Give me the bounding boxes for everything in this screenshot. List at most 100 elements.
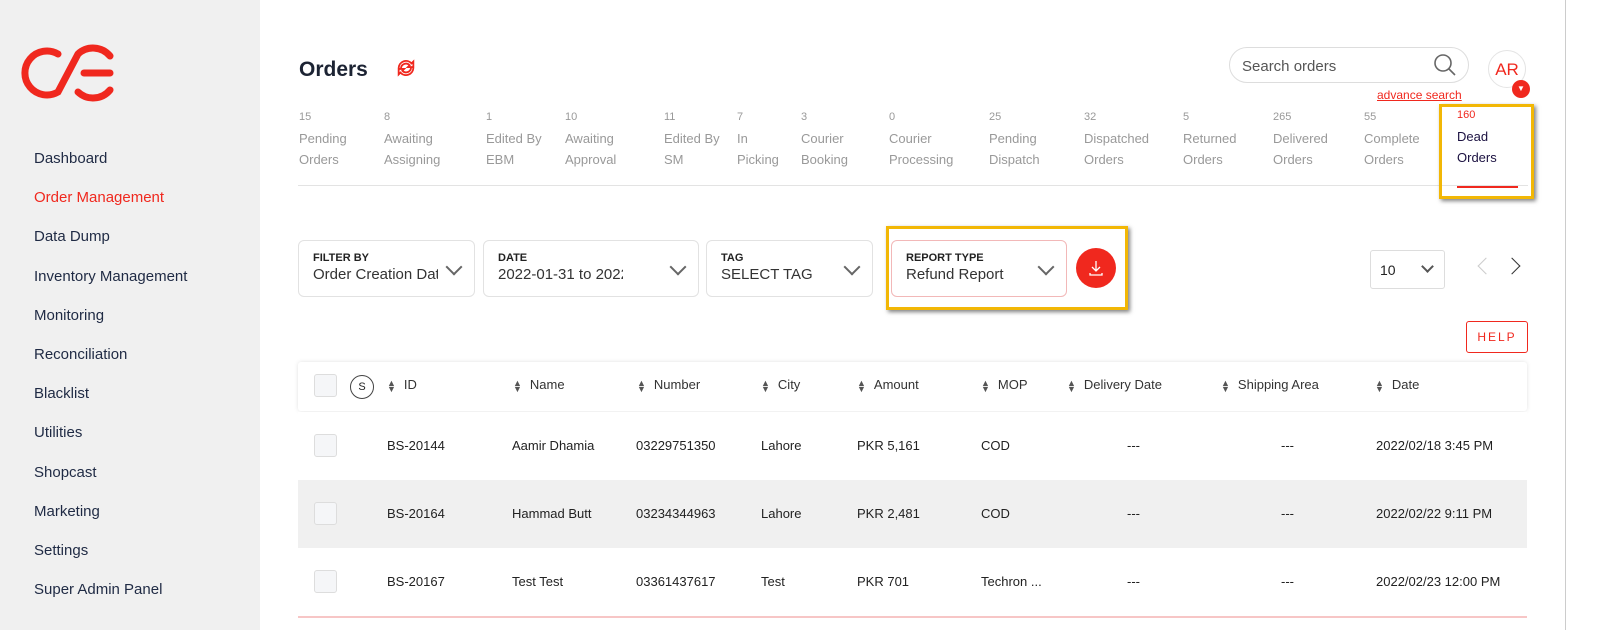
sidebar-item[interactable]: Super Admin Panel xyxy=(34,581,163,599)
table-cell: 2022/02/18 3:45 PM xyxy=(1376,438,1494,453)
search-icon[interactable] xyxy=(1432,52,1458,78)
search-input[interactable]: Search orders xyxy=(1229,47,1469,83)
download-button[interactable] xyxy=(1076,248,1116,288)
status-tab[interactable]: 0 Courier Processing xyxy=(889,110,953,170)
page-size-select[interactable]: 10 xyxy=(1370,250,1445,289)
column-header[interactable]: ▲ ▼ Amount xyxy=(857,377,919,393)
table-cell: --- xyxy=(1281,438,1294,453)
sidebar-item[interactable]: Utilities xyxy=(34,424,83,442)
sidebar-item[interactable]: Data Dump xyxy=(34,228,110,246)
status-tab[interactable]: 160 Dead Orders xyxy=(1457,108,1497,168)
sidebar-item[interactable]: Reconciliation xyxy=(34,346,128,363)
sort-icon: ▲ ▼ xyxy=(1221,377,1230,394)
filter-value: Refund Report xyxy=(906,266,1004,283)
column-header[interactable]: ▲ ▼ ID xyxy=(387,377,417,393)
filter-dropdown[interactable]: TAG SELECT TAG xyxy=(706,240,873,297)
table-cell: 03361437617 xyxy=(636,574,716,589)
status-tab[interactable]: 1 Edited By EBM xyxy=(486,110,542,170)
refresh-icon[interactable] xyxy=(395,57,417,79)
status-tab[interactable]: 5 Returned Orders xyxy=(1183,110,1236,170)
status-label: Orders xyxy=(299,152,339,167)
help-button[interactable]: HELP xyxy=(1466,321,1528,353)
status-count: 11 xyxy=(664,111,676,123)
status-label: Awaiting xyxy=(565,131,614,146)
table-row[interactable]: BS-20167 Test Test 03361437617 Test PKR 701 T… xyxy=(298,548,1527,614)
page-title: Orders xyxy=(299,58,368,81)
column-header[interactable]: ▲ ▼ MOP xyxy=(981,377,1028,394)
status-count: 55 xyxy=(1364,111,1377,123)
status-label: Processing xyxy=(889,152,954,167)
status-tab[interactable]: 15 Pending Orders xyxy=(299,110,347,170)
filter-dropdown[interactable]: REPORT TYPE Refund Report xyxy=(891,240,1067,297)
sidebar-item[interactable]: Inventory Management xyxy=(34,267,188,285)
status-tab[interactable]: 25 Pending Dispatch xyxy=(989,110,1040,170)
status-label: Complete xyxy=(1364,131,1420,146)
filter-label: DATE xyxy=(498,252,528,264)
table-row[interactable]: BS-20144 Aamir Dhamia 03229751350 Lahore PKR… xyxy=(298,412,1527,478)
advance-search-link[interactable]: advance search xyxy=(1377,88,1462,102)
column-header[interactable]: ▲ ▼ Delivery Date xyxy=(1067,377,1162,394)
brand-logo[interactable] xyxy=(18,44,116,102)
status-tab[interactable]: 3 Courier Booking xyxy=(801,110,848,170)
table-cell: --- xyxy=(1281,574,1294,589)
sidebar-item[interactable]: Settings xyxy=(34,542,89,559)
column-header[interactable]: ▲ ▼ Date xyxy=(1375,377,1419,393)
sidebar-item[interactable]: Order Management xyxy=(34,189,165,207)
row-checkbox[interactable] xyxy=(314,502,337,525)
table-cell: BS-20167 xyxy=(387,574,445,589)
scrollbar[interactable] xyxy=(1565,0,1566,630)
status-label: Booking xyxy=(801,152,848,167)
status-tab[interactable]: 7 In Picking xyxy=(737,110,779,170)
sort-icon: ▲ ▼ xyxy=(1067,377,1076,394)
table-cell: --- xyxy=(1281,506,1294,521)
filter-label: REPORT TYPE xyxy=(906,252,984,264)
column-label: Name xyxy=(529,377,565,392)
status-label: Awaiting xyxy=(384,131,433,146)
filter-label: FILTER BY xyxy=(313,252,370,264)
status-count: 160 xyxy=(1457,109,1476,121)
row-checkbox[interactable] xyxy=(314,570,337,593)
column-header[interactable]: ▲ ▼ Shipping Area xyxy=(1221,377,1319,394)
select-all-checkbox[interactable] xyxy=(314,374,337,397)
table-cell: COD xyxy=(981,438,1010,453)
filter-dropdown[interactable]: DATE 2022-01-31 to 2022-03-01 xyxy=(483,240,699,297)
column-header[interactable]: ▲ ▼ Number xyxy=(637,377,700,393)
sidebar-item[interactable]: Shopcast xyxy=(34,463,97,481)
table-cell: Aamir Dhamia xyxy=(512,438,595,453)
status-label: Approval xyxy=(565,152,617,167)
table-row[interactable]: BS-20164 Hammad Butt 03234344963 Lahore PKR … xyxy=(298,480,1527,548)
status-label: Orders xyxy=(1457,150,1497,165)
table-cell: Test xyxy=(761,574,785,589)
prev-page-icon[interactable] xyxy=(1477,257,1495,275)
status-tab[interactable]: 11 Edited By SM xyxy=(664,110,720,170)
column-label: Amount xyxy=(873,377,919,392)
status-tab[interactable]: 10 Awaiting Approval xyxy=(565,110,616,170)
sidebar-item[interactable]: Marketing xyxy=(34,502,100,520)
status-tab[interactable]: 32 Dispatched Orders xyxy=(1084,110,1149,170)
table-cell: 03229751350 xyxy=(636,438,716,453)
sidebar-item[interactable]: Monitoring xyxy=(34,306,105,324)
status-tab[interactable]: 265 Delivered Orders xyxy=(1273,110,1328,170)
s-toggle[interactable]: S xyxy=(350,375,374,399)
column-header[interactable]: ▲ ▼ Name xyxy=(513,377,565,394)
filter-value: SELECT TAG xyxy=(721,266,813,283)
column-header[interactable]: ▲ ▼ City xyxy=(761,377,800,393)
status-count: 7 xyxy=(737,111,744,123)
status-tab[interactable]: 55 Complete Orders xyxy=(1364,110,1420,170)
status-tab[interactable]: 8 Awaiting Assigning xyxy=(384,110,440,170)
table-cell: Hammad Butt xyxy=(512,506,592,521)
caret-down-icon[interactable]: ▼ xyxy=(1512,80,1530,98)
status-label: Dispatch xyxy=(989,152,1040,167)
filter-dropdown[interactable]: FILTER BY Order Creation Date xyxy=(298,240,475,297)
table-cell: --- xyxy=(1127,574,1140,589)
avatar[interactable]: AR xyxy=(1488,50,1526,88)
sidebar-item[interactable]: Blacklist xyxy=(34,385,90,403)
status-count: 8 xyxy=(384,111,391,123)
sidebar-item[interactable]: Dashboard xyxy=(34,150,108,167)
next-page-icon[interactable] xyxy=(1503,257,1521,275)
status-label: Orders xyxy=(1183,152,1223,167)
sort-icon: ▲ ▼ xyxy=(981,377,990,394)
sort-icon: ▲ ▼ xyxy=(513,377,522,394)
status-label: In xyxy=(737,131,748,146)
row-checkbox[interactable] xyxy=(314,434,337,457)
